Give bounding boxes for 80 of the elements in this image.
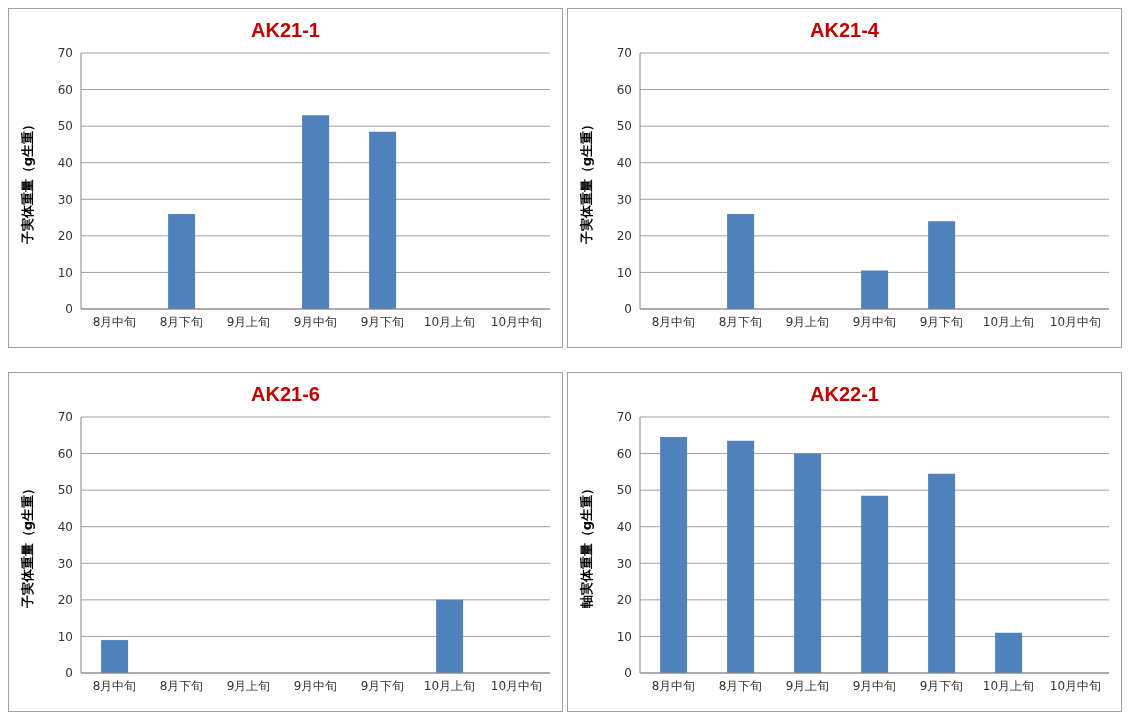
x-tick-label: 8月下旬 [718,314,763,329]
y-tick-label: 70 [616,46,632,61]
y-axis-title: 子実体重量（g生重） [19,481,35,610]
y-axis-title: 子実体重量（g生重） [578,117,594,246]
bar [727,440,755,673]
y-tick-label: 10 [57,265,73,280]
x-tick-label: 8月下旬 [159,314,204,329]
x-tick-label: 8月中旬 [92,678,137,693]
x-tick-label: 9月下旬 [919,314,964,329]
y-tick-label: 70 [616,410,632,425]
y-tick-label: 30 [57,192,73,207]
x-tick-label: 10月中旬 [490,314,543,329]
x-tick-label: 8月中旬 [651,314,696,329]
x-tick-label: 9月下旬 [919,678,964,693]
bar [995,632,1023,673]
x-tick-label: 9月中旬 [852,314,897,329]
bar [861,270,889,309]
y-tick-label: 10 [57,629,73,644]
bar [794,453,822,673]
bar [302,115,330,309]
chart-title: AK21-4 [809,19,880,43]
y-tick-label: 20 [616,229,632,244]
y-tick-label: 10 [616,629,632,644]
x-tick-label: 9月上旬 [226,678,271,693]
bar [660,437,688,673]
x-tick-label: 9月下旬 [360,314,405,329]
y-tick-label: 40 [57,155,73,170]
y-tick-label: 70 [57,410,73,425]
y-tick-label: 60 [57,82,73,97]
y-tick-label: 0 [65,666,73,681]
x-tick-label: 10月中旬 [1049,678,1102,693]
x-tick-label: 10月上旬 [982,678,1035,693]
y-tick-label: 50 [616,483,632,498]
y-tick-label: 0 [624,302,632,317]
bar [168,213,196,309]
x-tick-label: 8月中旬 [92,314,137,329]
x-tick-label: 8月下旬 [159,678,204,693]
chart-title: AK22-1 [809,383,880,407]
y-tick-label: 20 [616,593,632,608]
x-tick-label: 9月上旬 [785,314,830,329]
x-tick-label: 9月中旬 [852,678,897,693]
y-tick-label: 40 [616,519,632,534]
y-tick-label: 60 [57,446,73,461]
x-tick-label: 9月中旬 [293,678,338,693]
x-tick-label: 9月下旬 [360,678,405,693]
bar [861,495,889,673]
x-tick-label: 10月中旬 [490,678,543,693]
bar [727,213,755,309]
y-tick-label: 40 [57,519,73,534]
y-tick-label: 60 [616,446,632,461]
y-tick-label: 40 [616,155,632,170]
y-axis-title: 軸実体重量（g生重） [578,481,594,610]
y-tick-label: 10 [616,265,632,280]
y-tick-label: 50 [57,483,73,498]
x-tick-label: 9月中旬 [293,314,338,329]
x-tick-label: 9月上旬 [785,678,830,693]
y-tick-label: 0 [65,302,73,317]
y-tick-label: 60 [616,82,632,97]
y-tick-label: 50 [57,119,73,134]
bar [928,221,956,309]
chart-title: AK21-1 [250,19,321,43]
y-tick-label: 70 [57,46,73,61]
y-tick-label: 30 [616,556,632,571]
x-tick-label: 10月上旬 [982,314,1035,329]
y-axis-title: 子実体重量（g生重） [19,117,35,246]
x-tick-label: 10月上旬 [423,314,476,329]
y-tick-label: 20 [57,229,73,244]
x-tick-label: 9月上旬 [226,314,271,329]
y-tick-label: 0 [624,666,632,681]
bar [928,473,956,673]
y-tick-label: 50 [616,119,632,134]
x-tick-label: 10月中旬 [1049,314,1102,329]
y-tick-label: 30 [616,192,632,207]
x-tick-label: 10月上旬 [423,678,476,693]
y-tick-label: 30 [57,556,73,571]
y-tick-label: 20 [57,593,73,608]
x-tick-label: 8月下旬 [718,678,763,693]
chart-title: AK21-6 [250,383,321,407]
bar [369,131,397,309]
x-tick-label: 8月中旬 [651,678,696,693]
